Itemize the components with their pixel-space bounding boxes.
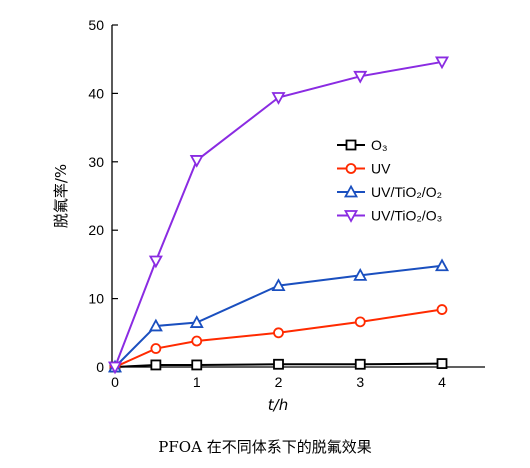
data-point-circle (354, 316, 366, 328)
series-4 (107, 56, 450, 375)
x-tick-label: 3 (356, 374, 364, 390)
data-point-triangle-down (148, 255, 163, 269)
y-tick-label: 0 (96, 359, 104, 375)
y-tick-label: 40 (88, 85, 104, 101)
legend-label: O₃ (371, 137, 388, 153)
data-point-triangle-down (343, 210, 359, 223)
data-point-square (345, 139, 357, 151)
legend-label: UV (371, 161, 391, 177)
x-tick-label: 0 (111, 374, 119, 390)
legend-label: UV/TiO₂/O₃ (371, 208, 442, 224)
legend-label: UV/TiO₂/O₂ (371, 184, 442, 200)
data-point-square (150, 359, 162, 371)
data-point-triangle-down (189, 155, 204, 168)
series-line (114, 362, 443, 368)
x-tick-label: 4 (438, 374, 446, 390)
data-point-circle (191, 335, 203, 347)
legend-item: O₃ (337, 137, 388, 153)
data-point-triangle-down (434, 56, 450, 70)
y-tick-label: 50 (88, 17, 104, 33)
y-tick-label: 10 (88, 291, 104, 307)
legend-item: UV (337, 161, 391, 177)
data-point-circle (150, 343, 162, 354)
data-point-circle (436, 304, 448, 315)
data-point-square (191, 359, 203, 371)
data-point-square (273, 358, 284, 370)
y-tick-label: 20 (88, 222, 104, 238)
series-layer (107, 56, 450, 375)
x-tick-label: 2 (275, 374, 283, 390)
legend: O₃ UV UV/TiO₂/O₂ UV/TiO₂/O₃ (337, 137, 442, 224)
series-line (114, 264, 443, 368)
data-point-triangle-up (189, 315, 204, 328)
data-point-triangle-up (434, 258, 450, 272)
chart-caption: PFOA 在不同体系下的脱氟效果 (158, 438, 372, 456)
data-point-circle (345, 163, 357, 174)
data-point-square (354, 358, 366, 370)
x-tick-label: 1 (193, 374, 201, 390)
data-point-triangle-up (353, 267, 368, 281)
series-1 (109, 358, 448, 373)
data-point-triangle-down (271, 92, 286, 105)
y-tick-label: 30 (88, 154, 104, 170)
series-line (114, 308, 443, 368)
legend-item: UV/TiO₂/O₃ (337, 208, 442, 224)
data-point-triangle-up (343, 184, 359, 198)
series-line (114, 60, 443, 368)
data-point-triangle-up (271, 278, 286, 292)
data-point-circle (273, 327, 284, 339)
y-axis-label: 脱氟率/% (52, 164, 70, 228)
data-point-triangle-down (353, 70, 368, 84)
data-point-square (436, 358, 448, 369)
legend-item: UV/TiO₂/O₂ (337, 184, 442, 200)
data-point-triangle-up (148, 318, 163, 332)
axes (111, 25, 485, 368)
x-axis-label: t/h (268, 396, 288, 414)
data-point-triangle-down (107, 361, 123, 375)
